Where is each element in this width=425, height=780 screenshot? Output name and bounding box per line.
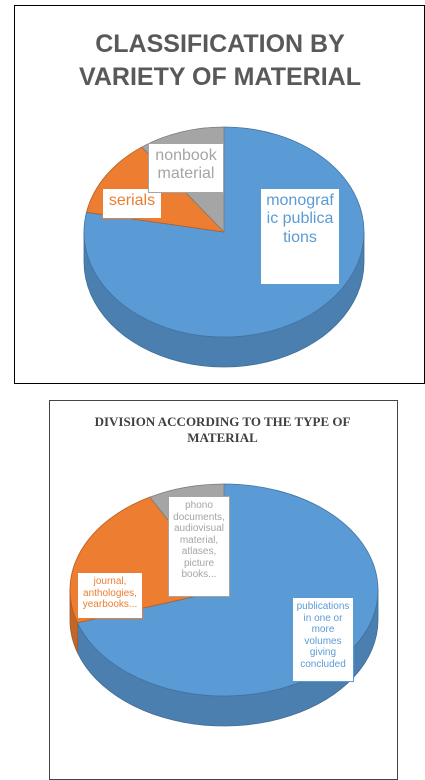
slice-label: journal, anthologies, yearbooks... — [77, 572, 143, 619]
slice-label: nonbook material — [148, 143, 224, 193]
slice-label: monografic publications — [260, 188, 340, 285]
slice-label: publications in one or more volumes givi… — [292, 597, 354, 682]
slice-label: serials — [102, 188, 162, 219]
chart-title: CLASSIFICATION BY VARIETY OF MATERIAL — [79, 30, 361, 91]
slice-label: phono documents, audiovisual material, a… — [168, 496, 230, 597]
chart-title: DIVISION ACCORDING TO THE TYPE OF MATERI… — [94, 414, 351, 445]
